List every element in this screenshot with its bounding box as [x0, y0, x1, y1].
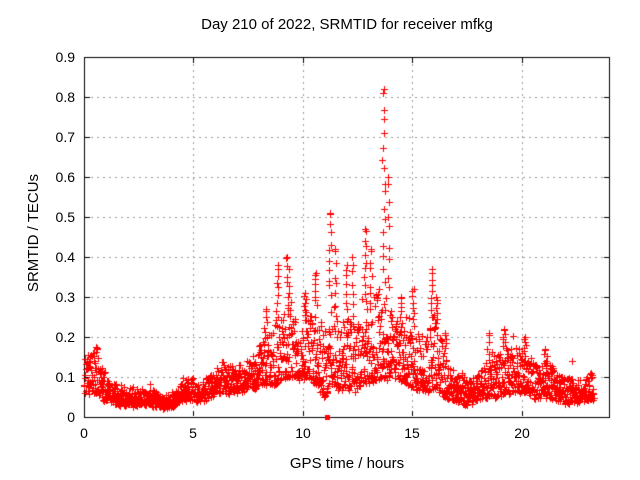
- y-tick-label: 0.8: [55, 89, 75, 105]
- x-tick-label: 15: [404, 425, 420, 441]
- x-tick-label: 10: [295, 425, 311, 441]
- y-tick-label: 0.4: [55, 249, 75, 265]
- y-tick-label: 0.5: [55, 209, 75, 225]
- y-tick-label: 0.3: [55, 289, 75, 305]
- x-tick-label: 5: [189, 425, 197, 441]
- chart-title: Day 210 of 2022, SRMTID for receiver mfk…: [201, 16, 493, 33]
- y-tick-label: 0.1: [55, 369, 75, 385]
- y-tick-label: 0.2: [55, 329, 75, 345]
- y-tick-label: 0.9: [55, 49, 75, 65]
- x-tick-label: 0: [80, 425, 88, 441]
- x-axis-label: GPS time / hours: [289, 455, 405, 472]
- y-tick-label: 0.7: [55, 129, 75, 145]
- y-tick-label: 0.6: [55, 169, 75, 185]
- x-tick-label: 20: [514, 425, 530, 441]
- y-tick-label: 0: [67, 409, 75, 425]
